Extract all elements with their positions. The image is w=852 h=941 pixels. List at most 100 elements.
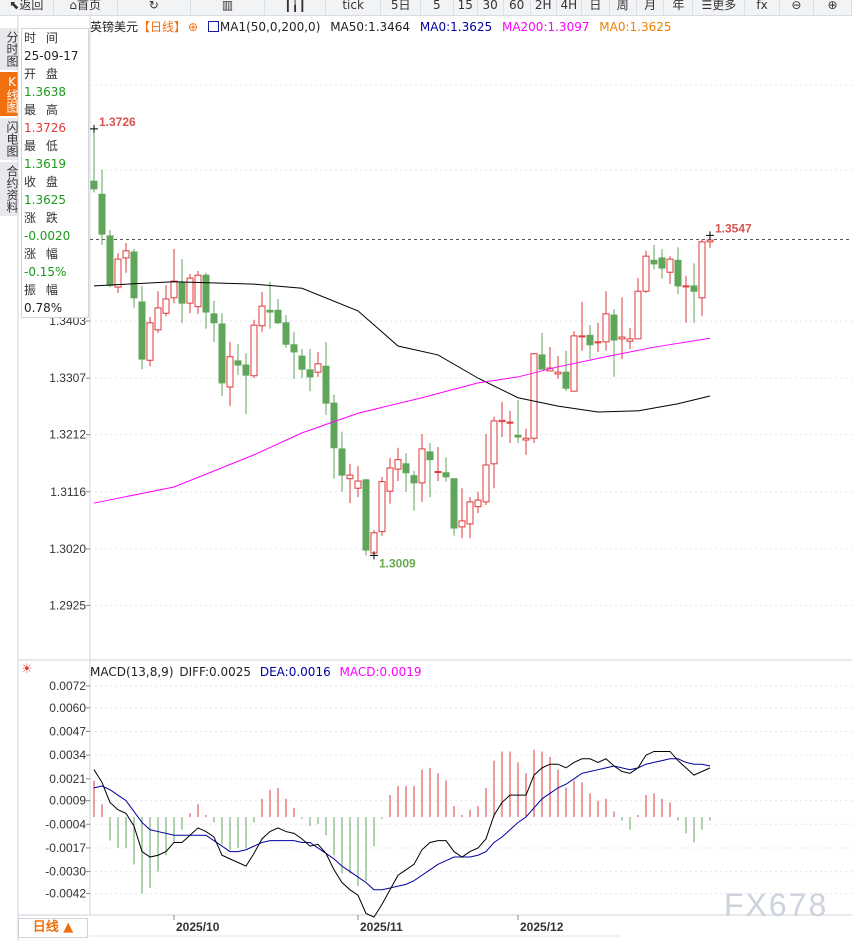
toolbar-label: 15 [457,0,473,12]
candle [650,244,658,270]
candle [378,476,386,536]
macd-y-tick-label: -0.0030 [45,865,86,879]
candle [154,291,162,333]
candle-body [434,471,442,474]
candle [146,316,154,367]
toolbar-button-11[interactable]: 2H [531,0,557,15]
close-label: 收 盘 [24,175,61,189]
toolbar-button-2[interactable]: ↻ [118,0,191,15]
candle [290,331,298,379]
tab-contract-info[interactable]: 合约资料 [0,162,19,218]
candle [226,341,234,407]
toolbar-button-4[interactable]: ┃╽┃ [265,0,326,15]
tab-flash[interactable]: 闪电图 [0,118,19,162]
candle [186,273,194,314]
candle-body [378,481,386,533]
candle [418,434,426,502]
crosshair-icon[interactable]: ⊕ [188,20,199,34]
candle-body [266,309,274,313]
ma50-line [93,281,711,413]
toolbar-label: 周 [616,0,629,12]
candle-body [562,371,570,389]
candle [162,285,170,317]
candle-body [274,309,282,324]
candle [338,431,346,492]
menu-icon: ☰ [701,0,713,12]
candle [522,428,530,455]
period-tab-daily[interactable]: 日线 ▲ [18,918,88,938]
high-label: 最 高 [24,103,61,117]
toolbar-button-0[interactable]: ⬉ 返回 [0,0,54,15]
macd-legend: MACD(13,8,9) DIFF:0.0025 DEA:0.0016 MACD… [90,665,427,679]
candle [322,341,330,416]
candle-body [442,472,450,478]
macd-y-tick-label: 0.0021 [49,772,86,786]
candle [658,249,666,279]
candle [578,301,586,351]
candle [530,353,538,443]
candle [554,356,562,379]
candle [434,447,442,482]
toolbar-button-8[interactable]: 15 [454,0,478,15]
ma0-value-2: MA0:1.3625 [599,20,672,34]
candle-body [194,274,202,308]
macd-y-tick-label: 0.0047 [49,724,86,738]
toolbar-button-20[interactable]: ⊕ [814,0,852,15]
main-legend: 英镑美元【日线】 ⊕ MA1(50,0,200,0) MA50:1.3464 MA… [90,18,678,35]
candle [594,322,602,352]
candle-body [98,193,106,235]
side-tabs: 分时图 K线图 闪电图 合约资料 [0,28,19,218]
toolbar-button-15[interactable]: 月 [637,0,665,15]
toolbar-button-13[interactable]: 日 [582,0,610,15]
extreme-marker [370,551,378,560]
y-tick-label: 1.3116 [50,485,86,499]
candle-body [330,402,338,449]
candle [90,128,98,193]
candle [234,344,242,376]
toolbar-button-17[interactable]: ☰ 更多 [693,0,746,15]
open-value: 1.3638 [24,85,66,99]
candle-body [362,479,370,551]
toolbar-button-9[interactable]: 30 [478,0,504,15]
ma-name[interactable]: MA1(50,0,200,0) [219,20,321,34]
candle [106,229,114,288]
candle [138,285,146,370]
toolbar-button-12[interactable]: 4H [557,0,583,15]
home-icon: ⌂ [69,0,78,12]
toolbar-button-1[interactable]: ⌂ 首页 [54,0,118,15]
extreme-marker [90,124,98,133]
toolbar-button-5[interactable]: tick [326,0,382,15]
candle [618,297,626,360]
tab-kline[interactable]: K线图 [0,72,19,118]
candle [626,328,634,349]
candle-body [690,285,698,292]
candle-body [250,324,258,377]
toolbar-label: 60 [509,0,525,12]
macd-y-tick-label: 0.0034 [49,748,86,762]
candle-body [298,355,306,370]
period-label[interactable]: 【日线】 [138,20,187,34]
indicator-icon[interactable] [207,21,219,32]
toolbar-button-10[interactable]: 60 [504,0,531,15]
candle-body [530,353,538,439]
candle [298,348,306,379]
toolbar-button-18[interactable]: fx [745,0,780,15]
toolbar-button-7[interactable]: 5 [421,0,454,15]
candle-body [482,464,490,503]
candle [602,291,610,351]
macd-name[interactable]: MACD(13,8,9) [90,665,174,679]
toolbar-button-14[interactable]: 周 [610,0,637,15]
candle-body [706,239,714,243]
toolbar-button-16[interactable]: 年 [664,0,694,15]
candle-body [138,301,146,360]
macd-y-tick-label: -0.0042 [45,886,86,900]
toolbar-button-3[interactable]: ▥ [191,0,266,15]
tab-timeshare[interactable]: 分时图 [0,28,19,72]
y-tick-label: 1.3307 [49,371,86,385]
candle-body [114,258,122,288]
toolbar-button-6[interactable]: 5日 [381,0,421,15]
toolbar-button-19[interactable]: ⊖ [780,0,815,15]
candle-body [170,280,178,299]
settings-sun-icon[interactable]: ☀ [21,662,33,677]
